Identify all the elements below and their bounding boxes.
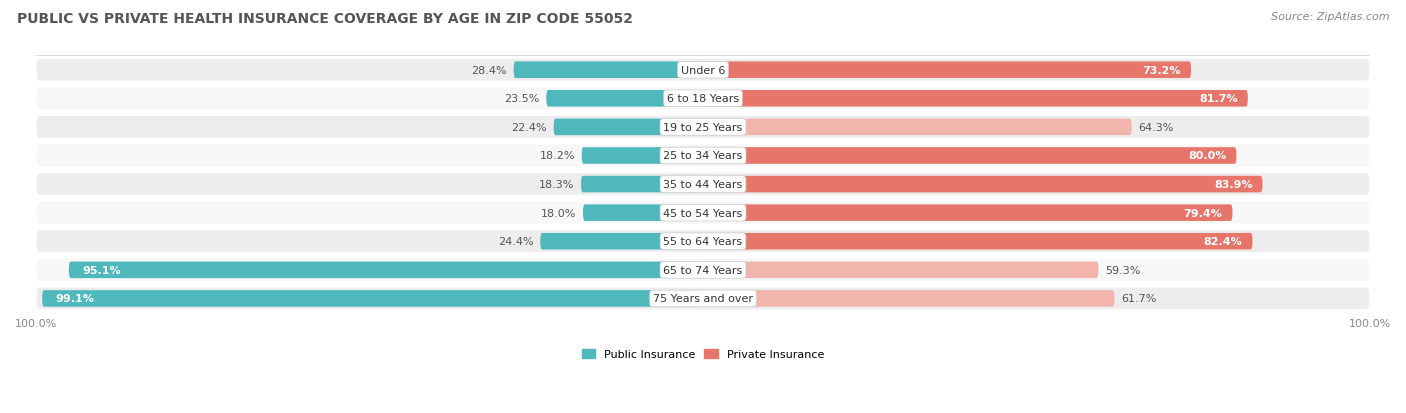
FancyBboxPatch shape	[37, 288, 1369, 309]
Text: Under 6: Under 6	[681, 66, 725, 76]
FancyBboxPatch shape	[703, 119, 1132, 136]
FancyBboxPatch shape	[554, 119, 703, 136]
Text: 6 to 18 Years: 6 to 18 Years	[666, 94, 740, 104]
Text: 73.2%: 73.2%	[1143, 66, 1181, 76]
Text: 18.0%: 18.0%	[541, 208, 576, 218]
Text: 28.4%: 28.4%	[471, 66, 508, 76]
FancyBboxPatch shape	[37, 117, 1369, 138]
FancyBboxPatch shape	[583, 205, 703, 221]
Text: 61.7%: 61.7%	[1121, 294, 1157, 304]
FancyBboxPatch shape	[703, 233, 1253, 250]
FancyBboxPatch shape	[547, 91, 703, 107]
FancyBboxPatch shape	[703, 62, 1191, 79]
Text: 35 to 44 Years: 35 to 44 Years	[664, 180, 742, 190]
FancyBboxPatch shape	[703, 290, 1115, 307]
Legend: Public Insurance, Private Insurance: Public Insurance, Private Insurance	[578, 344, 828, 364]
Text: 79.4%: 79.4%	[1184, 208, 1222, 218]
Text: PUBLIC VS PRIVATE HEALTH INSURANCE COVERAGE BY AGE IN ZIP CODE 55052: PUBLIC VS PRIVATE HEALTH INSURANCE COVER…	[17, 12, 633, 26]
Text: 25 to 34 Years: 25 to 34 Years	[664, 151, 742, 161]
Text: 83.9%: 83.9%	[1213, 180, 1253, 190]
FancyBboxPatch shape	[703, 91, 1249, 107]
FancyBboxPatch shape	[703, 148, 1236, 164]
Text: 18.2%: 18.2%	[540, 151, 575, 161]
FancyBboxPatch shape	[37, 231, 1369, 252]
FancyBboxPatch shape	[540, 233, 703, 250]
Text: 95.1%: 95.1%	[82, 265, 121, 275]
FancyBboxPatch shape	[582, 148, 703, 164]
FancyBboxPatch shape	[703, 262, 1098, 278]
Text: 59.3%: 59.3%	[1105, 265, 1140, 275]
Text: 45 to 54 Years: 45 to 54 Years	[664, 208, 742, 218]
FancyBboxPatch shape	[37, 60, 1369, 81]
FancyBboxPatch shape	[37, 202, 1369, 224]
Text: 81.7%: 81.7%	[1199, 94, 1237, 104]
Text: 55 to 64 Years: 55 to 64 Years	[664, 237, 742, 247]
Text: 24.4%: 24.4%	[498, 237, 534, 247]
FancyBboxPatch shape	[37, 145, 1369, 167]
Text: 64.3%: 64.3%	[1139, 123, 1174, 133]
FancyBboxPatch shape	[42, 290, 703, 307]
FancyBboxPatch shape	[37, 174, 1369, 195]
Text: Source: ZipAtlas.com: Source: ZipAtlas.com	[1271, 12, 1389, 22]
FancyBboxPatch shape	[703, 176, 1263, 193]
FancyBboxPatch shape	[703, 205, 1233, 221]
FancyBboxPatch shape	[513, 62, 703, 79]
FancyBboxPatch shape	[37, 88, 1369, 110]
FancyBboxPatch shape	[69, 262, 703, 278]
Text: 80.0%: 80.0%	[1188, 151, 1226, 161]
Text: 22.4%: 22.4%	[512, 123, 547, 133]
Text: 75 Years and over: 75 Years and over	[652, 294, 754, 304]
Text: 65 to 74 Years: 65 to 74 Years	[664, 265, 742, 275]
FancyBboxPatch shape	[581, 176, 703, 193]
Text: 23.5%: 23.5%	[505, 94, 540, 104]
Text: 82.4%: 82.4%	[1204, 237, 1243, 247]
Text: 19 to 25 Years: 19 to 25 Years	[664, 123, 742, 133]
FancyBboxPatch shape	[37, 259, 1369, 281]
Text: 99.1%: 99.1%	[55, 294, 94, 304]
Text: 18.3%: 18.3%	[538, 180, 574, 190]
